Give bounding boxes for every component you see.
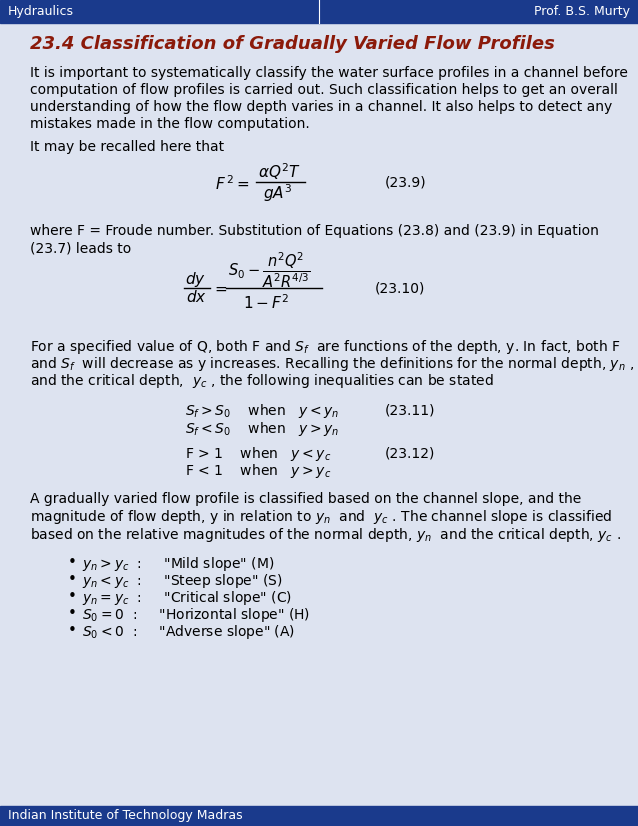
Text: 23.4 Classification of Gradually Varied Flow Profiles: 23.4 Classification of Gradually Varied … [30,35,555,53]
Text: and $S_f$  will decrease as y increases. Recalling the definitions for the norma: and $S_f$ will decrease as y increases. … [30,355,634,373]
Text: It is important to systematically classify the water surface profiles in a chann: It is important to systematically classi… [30,66,628,80]
Text: $S_0 - \dfrac{n^{2}Q^{2}}{A^{2}R^{4/3}}$: $S_0 - \dfrac{n^{2}Q^{2}}{A^{2}R^{4/3}}$ [228,250,311,291]
Text: •: • [68,589,77,604]
Text: Hydraulics: Hydraulics [8,6,74,18]
Text: $dx$: $dx$ [186,289,207,306]
Text: It may be recalled here that: It may be recalled here that [30,140,224,154]
Text: $S_f > S_0$    when   $y < y_n$: $S_f > S_0$ when $y < y_n$ [185,402,339,420]
Bar [0,806,638,826]
Text: (23.11): (23.11) [385,404,436,418]
Text: $y_n = y_c$  :     "Critical slope" (C): $y_n = y_c$ : "Critical slope" (C) [82,589,292,607]
Text: $S_f < S_0$    when   $y > y_n$: $S_f < S_0$ when $y > y_n$ [185,420,339,438]
Text: F < 1    when   $y > y_c$: F < 1 when $y > y_c$ [185,462,331,480]
Text: •: • [68,572,77,587]
Text: F > 1    when   $y < y_c$: F > 1 when $y < y_c$ [185,445,331,463]
Text: (23.7) leads to: (23.7) leads to [30,241,131,255]
Text: where F = Froude number. Substitution of Equations (23.8) and (23.9) in Equation: where F = Froude number. Substitution of… [30,224,599,238]
Text: For a specified value of Q, both F and $S_f$  are functions of the depth, y. In : For a specified value of Q, both F and $… [30,339,621,356]
Text: (23.12): (23.12) [385,447,435,461]
Text: $y_n < y_c$  :     "Steep slope" (S): $y_n < y_c$ : "Steep slope" (S) [82,572,283,590]
Text: (23.9): (23.9) [385,176,427,190]
Text: $S_0 = 0$  :     "Horizontal slope" (H): $S_0 = 0$ : "Horizontal slope" (H) [82,606,310,624]
Text: A gradually varied flow profile is classified based on the channel slope, and th: A gradually varied flow profile is class… [30,491,581,506]
Text: $S_0 < 0$  :     "Adverse slope" (A): $S_0 < 0$ : "Adverse slope" (A) [82,623,295,641]
Text: $dy$: $dy$ [185,270,206,289]
Text: understanding of how the flow depth varies in a channel. It also helps to detect: understanding of how the flow depth vari… [30,100,612,114]
Bar [0,0,638,23]
Text: •: • [68,623,77,638]
Text: $F^{\,2} = $: $F^{\,2} = $ [215,174,250,193]
Text: and the critical depth,  $y_c$ , the following inequalities can be stated: and the critical depth, $y_c$ , the foll… [30,373,494,391]
Text: $\alpha Q^{2}T$: $\alpha Q^{2}T$ [258,162,300,183]
Text: magnitude of flow depth, y in relation to $y_n$  and  $y_c$ . The channel slope : magnitude of flow depth, y in relation t… [30,509,612,526]
Text: (23.10): (23.10) [375,282,426,296]
Text: $y_n > y_c$  :     "Mild slope" (M): $y_n > y_c$ : "Mild slope" (M) [82,555,274,573]
Text: mistakes made in the flow computation.: mistakes made in the flow computation. [30,117,310,131]
Text: •: • [68,555,77,570]
Text: Prof. B.S. Murty: Prof. B.S. Murty [534,6,630,18]
Text: •: • [68,606,77,621]
Text: $=$: $=$ [212,281,228,296]
Text: Indian Institute of Technology Madras: Indian Institute of Technology Madras [8,809,242,823]
Text: based on the relative magnitudes of the normal depth, $y_n$  and the critical de: based on the relative magnitudes of the … [30,525,621,544]
Text: computation of flow profiles is carried out. Such classification helps to get an: computation of flow profiles is carried … [30,83,618,97]
Text: $1-F^{2}$: $1-F^{2}$ [243,293,289,311]
Text: $gA^{3}$: $gA^{3}$ [263,183,292,204]
